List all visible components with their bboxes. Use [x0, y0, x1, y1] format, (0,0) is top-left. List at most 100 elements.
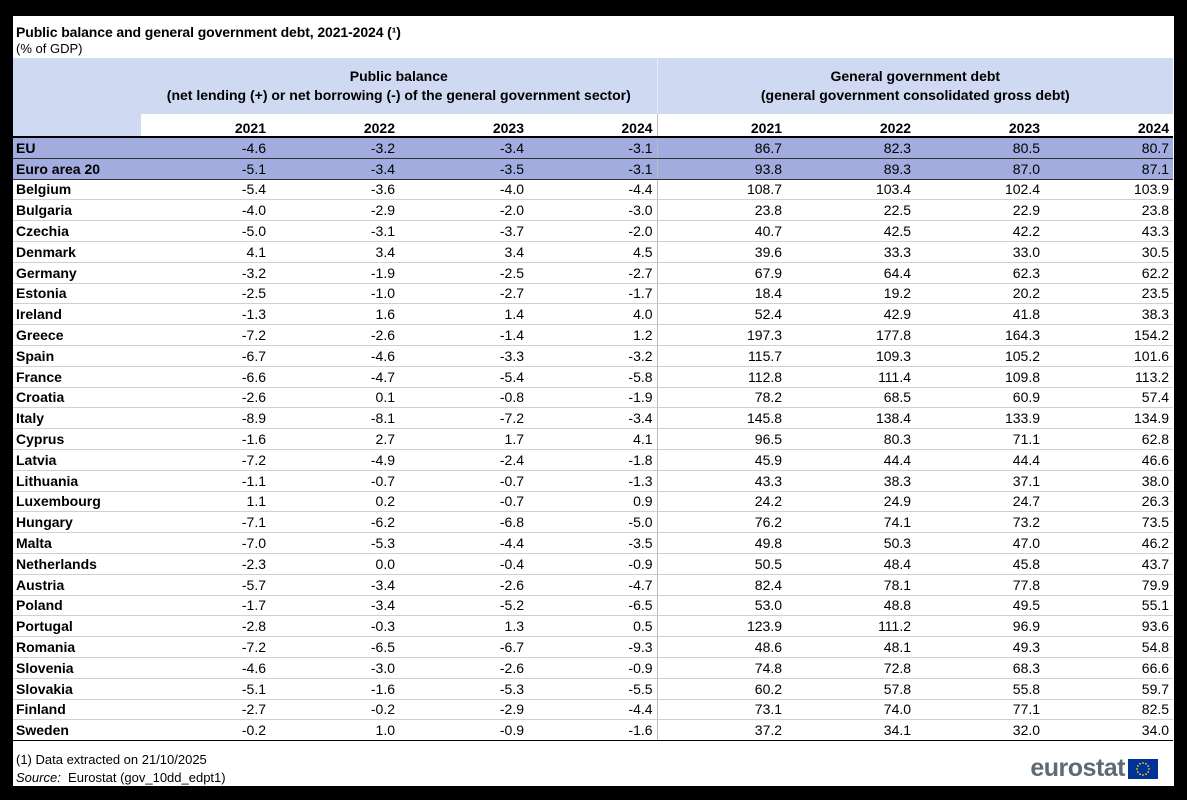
flag-star — [1147, 764, 1150, 767]
public-balance-cell-2024: 0.5 — [528, 615, 658, 638]
public-balance-cell-2021: -6.7 — [141, 345, 270, 367]
public-balance-cell-2024: -3.4 — [528, 407, 658, 430]
row-label: Finland — [13, 699, 141, 721]
debt-cell-2023: 49.5 — [915, 595, 1045, 617]
public-balance-cell-2021: -1.1 — [141, 470, 270, 492]
public-balance-cell-2024: -6.5 — [528, 595, 658, 617]
public-balance-cell-2024: -2.7 — [528, 262, 658, 284]
year-header-debt-2024: 2024 — [1044, 114, 1174, 138]
debt-cell-2022: 80.3 — [786, 428, 916, 450]
public-balance-cell-2023: -2.5 — [399, 262, 528, 284]
debt-cell-2022: 24.9 — [786, 491, 916, 513]
table-row: Cyprus -1.6 2.7 1.7 4.1 96.5 80.3 71.1 62.8 — [13, 428, 1174, 450]
public-balance-cell-2023: -7.2 — [399, 407, 528, 430]
public-balance-cell-2023: 1.3 — [399, 615, 528, 638]
year-header-pb-2023: 2023 — [399, 114, 528, 138]
debt-cell-2021: 50.5 — [657, 553, 787, 575]
public-balance-cell-2024: -0.9 — [528, 553, 658, 575]
debt-cell-2022: 22.5 — [786, 199, 916, 222]
row-label: Malta — [13, 532, 141, 554]
row-label: Netherlands — [13, 553, 141, 575]
public-balance-cell-2024: -4.7 — [528, 574, 658, 596]
public-balance-cell-2023: -2.9 — [399, 699, 528, 721]
debt-cell-2024: 23.5 — [1044, 283, 1174, 305]
public-balance-cell-2022: -3.6 — [270, 179, 399, 201]
table-panel: Public balance and general government de… — [13, 16, 1174, 786]
debt-cell-2021: 108.7 — [657, 179, 787, 201]
public-balance-cell-2022: -4.9 — [270, 449, 399, 471]
public-balance-cell-2024: 0.9 — [528, 491, 658, 513]
public-balance-cell-2023: -1.4 — [399, 324, 528, 346]
row-label: Lithuania — [13, 470, 141, 492]
debt-cell-2023: 47.0 — [915, 532, 1045, 554]
flag-star — [1142, 761, 1144, 764]
flag-star — [1147, 770, 1150, 773]
table-row: Lithuania -1.1 -0.7 -0.7 -1.3 43.3 38.3 37.1 38.… — [13, 470, 1174, 492]
public-balance-cell-2024: -5.0 — [528, 511, 658, 534]
flag-star — [1148, 767, 1150, 770]
debt-cell-2022: 74.1 — [786, 511, 916, 534]
public-balance-cell-2022: 0.0 — [270, 553, 399, 575]
row-label: Hungary — [13, 511, 141, 534]
table-row: Euro area 20 -5.1 -3.4 -3.5 -3.1 93.8 89.3 87.0… — [13, 158, 1174, 180]
public-balance-cell-2023: -5.2 — [399, 595, 528, 617]
public-balance-cell-2023: 1.7 — [399, 428, 528, 450]
public-balance-cell-2023: -0.9 — [399, 719, 528, 742]
public-balance-cell-2022: -1.0 — [270, 283, 399, 305]
debt-cell-2021: 76.2 — [657, 511, 787, 534]
debt-cell-2022: 48.4 — [786, 553, 916, 575]
table-row: EU -4.6 -3.2 -3.4 -3.1 86.7 82.3 80.5 80.7 — [13, 137, 1174, 159]
row-label: Slovenia — [13, 657, 141, 679]
table-row: Hungary -7.1 -6.2 -6.8 -5.0 76.2 74.1 73.2 73.5 — [13, 511, 1174, 534]
row-label: Spain — [13, 345, 141, 367]
source-text: Eurostat (gov_10dd_edpt1) — [68, 770, 226, 785]
table-body: EU -4.6 -3.2 -3.4 -3.1 86.7 82.3 80.5 80.7 Euro a… — [13, 137, 1174, 742]
public-balance-cell-2024: -3.2 — [528, 345, 658, 367]
debt-desc: (general government consolidated gross d… — [760, 87, 1070, 103]
public-balance-cell-2023: 1.4 — [399, 303, 528, 326]
debt-cell-2023: 42.2 — [915, 220, 1045, 242]
public-balance-cell-2024: -1.8 — [528, 449, 658, 471]
table-subtitle: (% of GDP) — [16, 41, 83, 56]
public-balance-cell-2022: -3.4 — [270, 595, 399, 617]
debt-cell-2021: 112.8 — [657, 366, 787, 388]
debt-header: General government debt (general governm… — [657, 58, 1174, 114]
debt-cell-2023: 44.4 — [915, 449, 1045, 471]
public-balance-cell-2024: 1.2 — [528, 324, 658, 346]
debt-cell-2022: 42.5 — [786, 220, 916, 242]
flag-star — [1136, 764, 1139, 767]
debt-cell-2021: 53.0 — [657, 595, 787, 617]
debt-cell-2023: 77.1 — [915, 699, 1045, 721]
debt-cell-2021: 96.5 — [657, 428, 787, 450]
table-row: Croatia -2.6 0.1 -0.8 -1.9 78.2 68.5 60.9 57.4 — [13, 387, 1174, 409]
public-balance-cell-2024: -0.9 — [528, 657, 658, 679]
public-balance-cell-2021: -7.2 — [141, 324, 270, 346]
public-balance-cell-2022: -6.2 — [270, 511, 399, 534]
table-row: Netherlands -2.3 0.0 -0.4 -0.9 50.5 48.4 45.8 43… — [13, 553, 1174, 575]
public-balance-cell-2022: -0.7 — [270, 470, 399, 492]
debt-cell-2023: 62.3 — [915, 262, 1045, 284]
debt-cell-2024: 93.6 — [1044, 615, 1174, 638]
source-label: Source: — [16, 770, 61, 785]
public-balance-cell-2024: -9.3 — [528, 636, 658, 658]
public-balance-cell-2023: -2.4 — [399, 449, 528, 471]
public-balance-cell-2021: -5.7 — [141, 574, 270, 596]
debt-cell-2024: 134.9 — [1044, 407, 1174, 430]
debt-cell-2022: 82.3 — [786, 137, 916, 159]
row-label: Austria — [13, 574, 141, 596]
table-row: Germany -3.2 -1.9 -2.5 -2.7 67.9 64.4 62.3 62.2 — [13, 262, 1174, 284]
debt-cell-2021: 43.3 — [657, 470, 787, 492]
debt-cell-2022: 48.8 — [786, 595, 916, 617]
public-balance-cell-2024: -3.1 — [528, 137, 658, 159]
flag-star — [1142, 773, 1144, 776]
public-balance-cell-2021: -0.2 — [141, 719, 270, 742]
public-balance-cell-2024: -1.6 — [528, 719, 658, 742]
debt-cell-2023: 68.3 — [915, 657, 1045, 679]
public-balance-title: Public balance — [349, 68, 448, 84]
debt-title: General government debt — [830, 68, 1001, 84]
public-balance-cell-2022: -3.4 — [270, 158, 399, 180]
public-balance-cell-2024: -4.4 — [528, 179, 658, 201]
year-header-pb-2024: 2024 — [528, 114, 658, 138]
public-balance-cell-2021: -2.6 — [141, 387, 270, 409]
public-balance-cell-2021: -1.6 — [141, 428, 270, 450]
